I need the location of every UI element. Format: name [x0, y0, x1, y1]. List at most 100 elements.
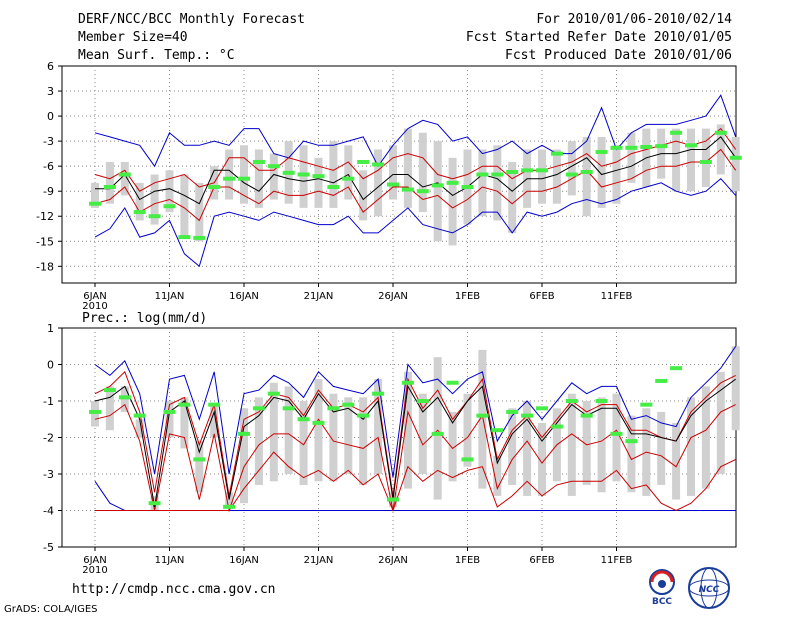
x-year-label: 2010: [82, 565, 107, 576]
observed-marker: [506, 409, 519, 414]
observed-marker: [476, 413, 489, 418]
observed-marker: [282, 170, 295, 175]
spread-box: [418, 132, 427, 213]
spread-box: [314, 379, 323, 482]
y-tick-label: 0: [47, 110, 54, 123]
spread-box: [538, 149, 546, 204]
spread-box: [403, 371, 412, 489]
y-tick-label: -5: [43, 541, 54, 554]
spread-box: [493, 145, 502, 221]
observed-marker: [357, 413, 370, 418]
member-size: Member Size=40: [78, 30, 188, 45]
observed-marker: [595, 149, 608, 154]
observed-marker: [297, 417, 310, 422]
spread-box: [150, 174, 159, 225]
observed-marker: [342, 176, 355, 181]
observed-marker: [387, 497, 399, 502]
forecast-started-date: Fcst Started Refer Date 2010/01/05: [465, 30, 732, 45]
spread-box: [478, 349, 487, 489]
spread-box: [374, 149, 383, 217]
observed-marker: [476, 172, 489, 177]
max-line: [94, 94, 737, 168]
observed-marker: [342, 402, 355, 407]
upper-quartile-line: [94, 127, 737, 192]
spread-box: [254, 149, 263, 208]
observed-marker: [178, 235, 191, 240]
bcc-logo: BCC: [649, 569, 675, 607]
spread-box: [552, 149, 561, 204]
observed-marker: [372, 162, 385, 167]
spread-box: [687, 397, 695, 496]
spread-box: [269, 382, 278, 482]
observed-marker: [685, 143, 697, 148]
spread-box: [374, 379, 383, 474]
observed-marker: [729, 155, 742, 160]
spread-box: [448, 411, 457, 482]
observed-marker: [431, 183, 444, 188]
y-tick-label: -9: [43, 185, 54, 198]
spread-box: [433, 141, 442, 242]
chart-title: DERF/NCC/BCC Monthly Forecast: [78, 12, 305, 27]
y-tick-label: -3: [43, 135, 54, 148]
observed-marker: [550, 424, 563, 429]
observed-marker: [89, 201, 101, 206]
observed-marker: [610, 431, 623, 436]
spread-box: [344, 145, 353, 200]
observed-marker: [118, 172, 131, 177]
spread-box: [359, 397, 368, 485]
x-tick-label: 21JAN: [304, 555, 334, 566]
x-tick-label: 6JAN: [83, 291, 106, 302]
observed-marker: [148, 214, 161, 219]
spread-box: [299, 401, 308, 485]
observed-marker: [416, 189, 429, 194]
observed-marker: [252, 406, 265, 411]
observed-marker: [252, 159, 265, 164]
x-tick-label: 6JAN: [83, 555, 106, 566]
observed-marker: [610, 145, 623, 150]
median-line: [94, 378, 736, 507]
observed-marker: [670, 130, 683, 135]
spread-box: [701, 128, 710, 188]
observed-marker: [372, 391, 385, 396]
observed-marker: [491, 172, 504, 177]
observed-marker: [580, 169, 593, 174]
observed-marker: [312, 420, 325, 425]
observed-marker: [401, 187, 414, 192]
observed-marker: [163, 204, 176, 209]
y-tick-label: -1: [43, 395, 54, 408]
observed-marker: [208, 402, 221, 407]
observed-marker: [625, 439, 638, 444]
low-quantile-line: [95, 451, 736, 512]
spread-box: [478, 149, 487, 217]
spread-box: [120, 161, 129, 196]
observed-marker: [625, 145, 638, 150]
spread-box: [225, 149, 234, 200]
spread-box: [314, 157, 323, 208]
spread-box: [612, 393, 621, 482]
spread-box: [567, 393, 576, 496]
observed-marker: [297, 172, 310, 177]
observed-marker: [118, 395, 131, 400]
spread-box: [329, 393, 338, 482]
y-tick-label: 1: [47, 322, 54, 335]
x-tick-label: 26JAN: [378, 291, 408, 302]
grads-credit: GrADS: COLA/IGES: [4, 604, 98, 615]
spread-box: [627, 415, 636, 493]
y-tick-label: 0: [47, 359, 54, 372]
observed-marker: [655, 144, 668, 149]
x-tick-label: 6FEB: [529, 555, 554, 566]
observed-marker: [565, 399, 578, 403]
spread-box: [329, 141, 338, 208]
observed-marker: [461, 457, 474, 462]
spread-box: [463, 393, 472, 467]
spread-box: [612, 145, 621, 204]
observed-marker: [714, 130, 727, 135]
source-url[interactable]: http://cmdp.ncc.cma.gov.cn: [72, 582, 276, 597]
observed-marker: [640, 402, 653, 407]
observed-marker: [193, 235, 206, 240]
spread-box: [672, 422, 681, 500]
spread-box: [165, 170, 174, 213]
spread-box: [284, 386, 293, 474]
observed-marker: [506, 169, 519, 174]
